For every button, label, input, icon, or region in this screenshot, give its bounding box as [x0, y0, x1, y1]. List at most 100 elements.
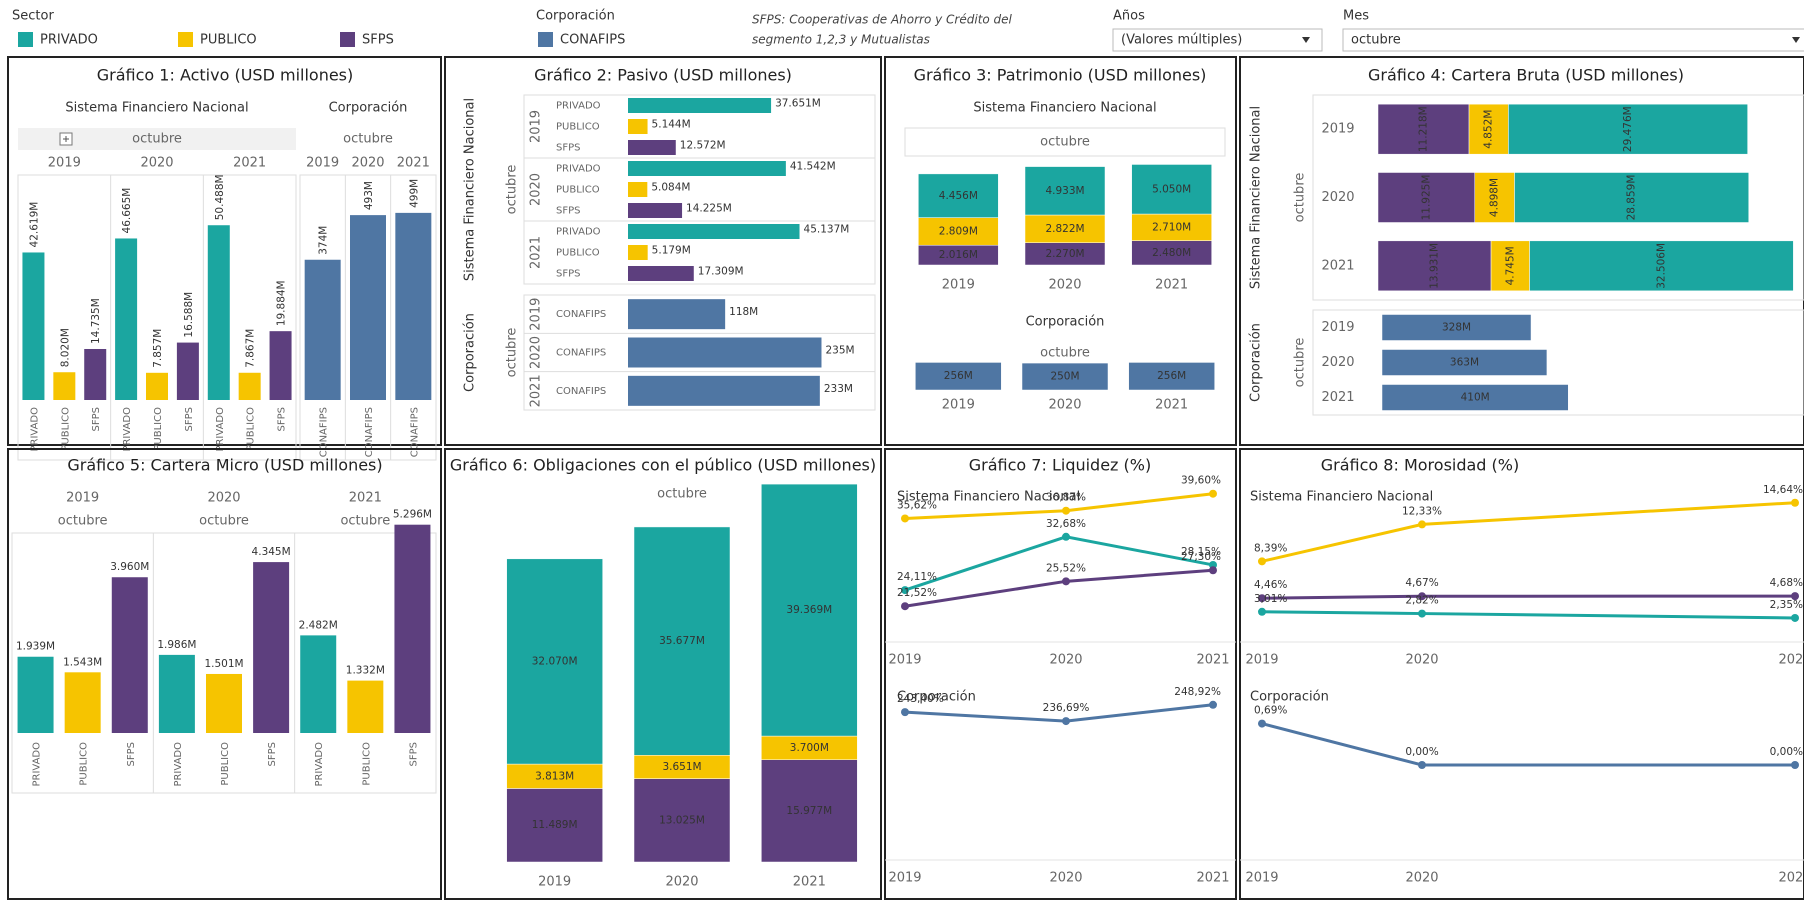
pane-title: Sistema Financiero Nacional [1250, 490, 1433, 505]
filter-dropdown[interactable] [1112, 28, 1323, 52]
legend-title: Sector [12, 9, 54, 24]
bar-segment [1128, 362, 1215, 391]
year-label: 2019 [1321, 122, 1354, 137]
value-label: 35.677M [659, 635, 705, 647]
bar [628, 299, 726, 330]
panel-frame [444, 448, 882, 900]
bar-segment [918, 173, 999, 218]
value-label: 11.925M [1420, 175, 1432, 221]
year-label: 2020 [351, 156, 384, 171]
bar [628, 224, 800, 239]
bar [269, 331, 292, 400]
value-label: 2.016M [939, 249, 978, 261]
year-label: 2021 [1321, 258, 1354, 273]
value-label: 17.309M [698, 266, 744, 278]
legend-swatch [18, 32, 33, 47]
value-label: 118M [729, 306, 758, 318]
bar-segment [1381, 349, 1548, 376]
category-label: PRIVADO [32, 742, 43, 787]
category-label: SFPS [556, 206, 580, 217]
line [1261, 722, 1795, 767]
pane-frame [523, 294, 876, 411]
bar [158, 654, 195, 733]
value-label: 1.332M [346, 665, 385, 677]
bar-segment [1131, 240, 1212, 266]
point [1062, 717, 1070, 726]
category-label: SFPS [556, 143, 580, 154]
year-label: 2019 [942, 278, 975, 293]
bar [628, 203, 683, 218]
value-label: 248,92% [1174, 686, 1221, 698]
point [1791, 592, 1799, 601]
bar [628, 161, 786, 176]
dropdown-arrow [1302, 37, 1310, 43]
month-label: octubre [343, 132, 393, 147]
value-label: 2.809M [939, 225, 978, 237]
line [1261, 610, 1796, 620]
pane-frame [299, 174, 437, 461]
pane-title: Sistema Financiero Nacional [1249, 106, 1264, 289]
note: segmento 1,2,3 y Mutualistas [752, 33, 930, 47]
category-label: PRIVADO [122, 407, 133, 452]
bar [115, 238, 138, 400]
year-label: 2021 [397, 156, 430, 171]
category-label: PRIVADO [29, 407, 40, 452]
category-label: PUBLICO [79, 742, 90, 786]
month-label: octubre [1293, 173, 1308, 223]
panel-frame [7, 448, 442, 900]
month-label: octubre [505, 328, 520, 378]
bar-segment [761, 759, 858, 863]
bar [628, 245, 648, 260]
bar-segment [1024, 214, 1106, 243]
bar-segment [1490, 240, 1530, 292]
value-label: 45.137M [804, 224, 850, 236]
point [1418, 592, 1426, 601]
pane-title: Sistema Financiero Nacional [897, 490, 1080, 505]
bar-segment [761, 483, 858, 737]
category-label: PUBLICO [246, 407, 257, 451]
pane-title: Sistema Financiero Nacional [973, 101, 1156, 116]
point [1209, 700, 1217, 709]
category-label: SFPS [556, 269, 580, 280]
chart-title: Gráfico 4: Cartera Bruta (USD millones) [1368, 66, 1684, 85]
value-label: 1.543M [63, 656, 102, 668]
value-label: 499M [408, 179, 420, 208]
panel-frame [1239, 448, 1804, 900]
bar [628, 337, 822, 368]
bar [53, 372, 76, 400]
year-label: 2020 [1405, 871, 1438, 886]
filter-dropdown[interactable] [1342, 28, 1804, 52]
bar [347, 680, 384, 733]
value-label: 37.651M [775, 98, 821, 110]
category-label: CONAFIPS [556, 386, 606, 397]
panel-frame [444, 56, 882, 446]
bar [395, 212, 432, 400]
category-label: PRIVADO [173, 742, 184, 787]
bar [628, 182, 648, 197]
value-label: 410M [1461, 392, 1490, 404]
chart-title: Gráfico 3: Patrimonio (USD millones) [914, 66, 1207, 85]
bar [206, 673, 242, 733]
category-label: CONAFIPS [409, 407, 420, 457]
year-label: 2019 [942, 398, 975, 413]
bar-segment [506, 788, 603, 863]
point [1791, 761, 1799, 769]
point [901, 514, 909, 523]
pane-title: Sistema Financiero Nacional [463, 98, 478, 281]
chart-title: Gráfico 5: Cartera Micro (USD millones) [67, 456, 382, 475]
value-label: 8,39% [1254, 542, 1287, 554]
year-label: 2021 [529, 236, 544, 269]
category-label: SFPS [184, 407, 195, 431]
point [1209, 489, 1217, 498]
filter-label: Mes [1343, 9, 1369, 24]
category-label: SFPS [267, 742, 278, 766]
pane-frame [17, 174, 297, 461]
value-label: 28.859M [1626, 175, 1638, 221]
year-label: 2021 [1155, 398, 1188, 413]
value-label: 3.813M [535, 770, 574, 782]
panel-frame [884, 56, 1237, 446]
value-label: 2.710M [1152, 221, 1191, 233]
legend-label: SFPS [362, 33, 394, 48]
value-label: 3.700M [790, 742, 829, 754]
